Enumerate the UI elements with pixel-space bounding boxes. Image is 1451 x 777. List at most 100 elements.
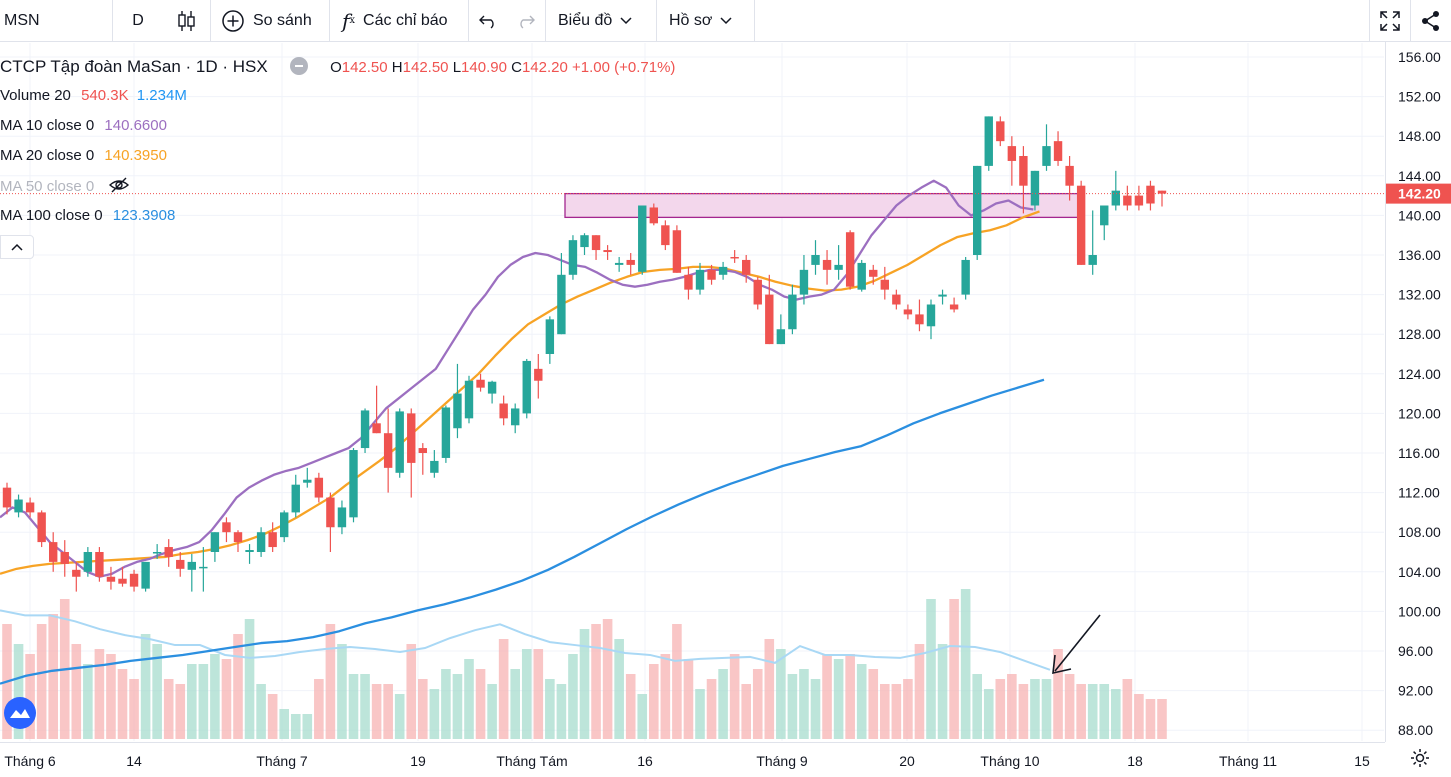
volume-bar — [279, 709, 289, 739]
toolbar-separator — [210, 0, 211, 42]
time-tick-label: 19 — [410, 753, 426, 769]
open-label: O — [330, 59, 342, 76]
toolbar-separator — [1369, 0, 1370, 42]
chart-style-button[interactable] — [163, 0, 210, 42]
interval-button[interactable]: D — [113, 0, 163, 42]
volume-bar — [498, 639, 509, 739]
candles — [2, 116, 1167, 592]
interval-label: D — [132, 11, 144, 29]
candle-body — [1019, 156, 1028, 186]
ohlc-values: O142.50 H142.50 L140.90 C142.20 +1.00 (+… — [330, 59, 675, 76]
volume-bar — [48, 614, 58, 739]
legend-title-row: CTCP Tập đoàn MaSan · 1D · HSX O142.50 H… — [0, 57, 675, 77]
candle-body — [199, 566, 208, 569]
volume-bar — [625, 674, 636, 739]
arrow-shaft — [1054, 614, 1101, 672]
tradingview-logo[interactable] — [4, 697, 36, 729]
candle-body — [880, 279, 889, 290]
volume-bar — [267, 694, 278, 739]
time-axis[interactable]: Tháng 6 14 Tháng 7 19 Tháng Tám 16 Tháng 9 20 Th… — [0, 742, 1385, 777]
legend-ma50-row[interactable]: MA 50 close 0 — [0, 177, 130, 197]
candle-body — [72, 569, 81, 577]
candle-body — [1123, 195, 1132, 206]
ma100-value: 123.3908 — [112, 207, 176, 224]
candle-body — [14, 499, 23, 513]
share-button[interactable] — [1411, 0, 1451, 42]
time-tick-label: Tháng 6 — [4, 753, 56, 769]
candle-body — [280, 512, 289, 538]
settings-button[interactable] — [1407, 747, 1433, 773]
volume-bar — [960, 589, 971, 739]
eye-hidden-icon[interactable] — [108, 177, 130, 197]
compare-button[interactable]: So sánh — [211, 0, 329, 42]
candle-body — [661, 225, 670, 246]
compare-label: So sánh — [253, 11, 312, 29]
candle-body — [233, 532, 243, 543]
candle-body — [453, 393, 462, 429]
price-tick-label: 112.00 — [1398, 485, 1440, 501]
volume-bar — [406, 644, 417, 739]
candle-body — [857, 262, 866, 290]
candle-body — [1157, 190, 1167, 194]
logo-icon — [10, 709, 30, 718]
candle-body — [534, 368, 543, 381]
candle-body — [349, 450, 358, 518]
price-axis[interactable]: 156.00 152.00 148.00 144.00 140.00 136.00 132.… — [1385, 42, 1451, 742]
ma20-series — [0, 210, 1040, 575]
chart-menu-button[interactable]: Biểu đồ — [546, 0, 656, 42]
volume-bar — [995, 679, 1006, 739]
legend-ma10-row[interactable]: MA 10 close 0 140.6600 — [0, 117, 167, 134]
volume-bar — [71, 644, 82, 739]
volume-bar — [556, 684, 567, 739]
price-tick-label: 108.00 — [1398, 524, 1441, 540]
volume-bar — [175, 684, 186, 739]
time-axis-labels: Tháng 6 14 Tháng 7 19 Tháng Tám 16 Tháng 9 20 Th… — [4, 753, 1370, 769]
candle-body — [707, 269, 716, 280]
volume-bar — [152, 644, 162, 739]
collapse-legend-button[interactable] — [0, 235, 34, 259]
candle-body — [407, 413, 416, 463]
share-icon — [1421, 10, 1441, 32]
volume-bar — [314, 679, 324, 739]
hide-legend-button[interactable] — [289, 57, 308, 76]
price-tick-label: 116.00 — [1398, 445, 1440, 461]
undo-icon — [478, 13, 498, 29]
candle-body — [603, 250, 612, 253]
fullscreen-button[interactable] — [1370, 0, 1410, 42]
candle-body — [672, 230, 682, 273]
profile-menu-button[interactable]: Hồ sơ — [657, 0, 754, 42]
candle-body — [915, 314, 924, 325]
candle-body — [418, 448, 427, 453]
volume-bar — [787, 674, 798, 739]
volume-bar — [706, 679, 717, 739]
candle-body — [949, 304, 959, 310]
volume-bar — [1122, 679, 1133, 739]
volume-bar — [140, 634, 151, 739]
volume-bar — [1076, 684, 1086, 739]
gear-icon — [1409, 747, 1431, 774]
symbol-search-button[interactable]: MSN — [0, 0, 112, 42]
candle-body — [187, 561, 196, 570]
legend-ma20-row[interactable]: MA 20 close 0 140.3950 — [0, 147, 167, 164]
price-tick-label: 136.00 — [1398, 247, 1441, 263]
undo-button[interactable] — [469, 0, 507, 42]
legend-volume-row[interactable]: Volume 20 540.3K 1.234M — [0, 87, 187, 104]
time-tick-label: 20 — [899, 753, 915, 769]
volume-bar — [163, 679, 174, 739]
redo-button[interactable] — [507, 0, 545, 42]
candle-body — [892, 294, 901, 305]
candle-body — [164, 547, 173, 557]
volume-bars — [2, 589, 1167, 739]
volume-bar — [1041, 679, 1052, 739]
change-value: +1.00 (+0.71%) — [572, 59, 676, 76]
volume-bar — [903, 679, 913, 739]
candle-body — [176, 559, 185, 569]
toolbar-separator — [754, 0, 755, 42]
volume-bar — [13, 644, 24, 739]
current-price-badge — [1386, 183, 1451, 204]
legend-ma100-row[interactable]: MA 100 close 0 123.3908 — [0, 207, 175, 224]
volume-bar — [545, 679, 555, 739]
candle-body — [984, 116, 993, 166]
